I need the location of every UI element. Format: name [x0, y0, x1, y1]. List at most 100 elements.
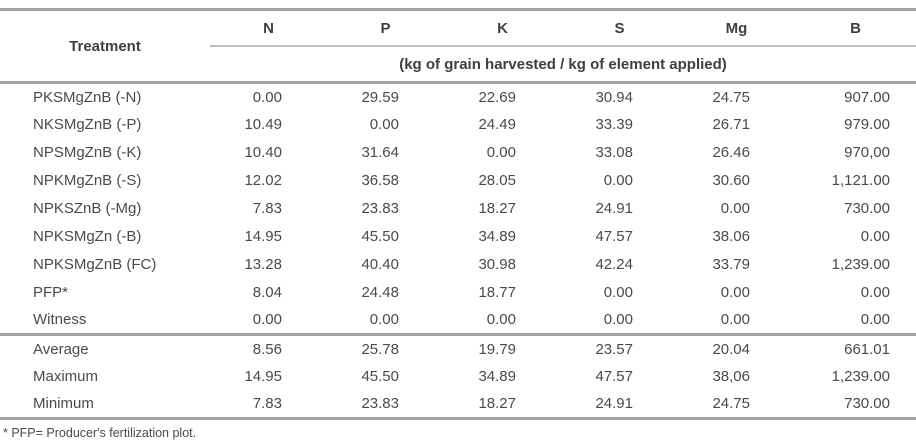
value-cell-n: 7.83: [252, 395, 282, 413]
value-cell-k: 30.98: [478, 256, 516, 273]
value-cell-s: 0.00: [603, 284, 633, 301]
value-cell-n: 8.04: [252, 284, 282, 301]
treatment-cell: NPSMgZnB (-K): [33, 144, 142, 161]
value-cell-s: 47.57: [595, 228, 633, 245]
value-cell-p: 24.48: [361, 284, 399, 301]
table-row: NPKMgZnB (-S) 12.02 36.58 28.05 0.00 30.…: [0, 167, 916, 195]
value-cell-mg: 33.79: [712, 256, 750, 273]
value-cell-p: 23.83: [361, 200, 399, 217]
value-cell-n: 10.40: [244, 144, 282, 161]
value-cell-n: 0.00: [252, 88, 282, 106]
table-row: NKSMgZnB (-P) 10.49 0.00 24.49 33.39 26.…: [0, 111, 916, 139]
table-row: NPKSMgZnB (FC) 13.28 40.40 30.98 42.24 3…: [0, 251, 916, 279]
value-cell-n: 7.83: [252, 200, 282, 217]
summary-row-maximum: Maximum 14.95 45.50 34.89 47.57 38,06 1,…: [0, 363, 916, 391]
value-cell-n: 8.56: [252, 340, 282, 358]
value-cell-s: 33.08: [595, 144, 633, 161]
summary-label: Maximum: [33, 368, 99, 385]
value-cell-n: 14.95: [244, 368, 282, 385]
summary-row-minimum: Minimum 7.83 23.83 18.27 24.91 24.75 730…: [0, 391, 916, 419]
summary-rows: Average 8.56 25.78 19.79 23.57 20.04 661…: [0, 334, 916, 419]
value-cell-b: 0.00: [860, 228, 890, 245]
value-cell-b: 0.00: [860, 284, 890, 301]
value-cell-p: 45.50: [361, 228, 399, 245]
table-header: Treatment N P K S Mg B (kg of grain harv…: [0, 9, 916, 84]
results-table: Treatment N P K S Mg B (kg of grain harv…: [0, 8, 916, 420]
value-cell-b: 1,239.00: [831, 256, 890, 273]
treatment-cell: NPKMgZnB (-S): [33, 172, 142, 189]
value-cell-p: 31.64: [361, 144, 399, 161]
treatment-cell: NPKSMgZn (-B): [33, 228, 142, 245]
value-cell-k: 34.89: [478, 228, 516, 245]
unit-subheader-row: (kg of grain harvested / kg of element a…: [0, 46, 916, 84]
value-cell-s: 33.39: [595, 116, 633, 133]
value-cell-p: 0.00: [369, 116, 399, 133]
summary-row-average: Average 8.56 25.78 19.79 23.57 20.04 661…: [0, 335, 916, 363]
treatment-cell: NPKSZnB (-Mg): [33, 200, 142, 217]
value-cell-s: 23.57: [595, 340, 633, 358]
value-cell-k: 24.49: [478, 116, 516, 133]
data-rows: PKSMgZnB (-N) 0.00 29.59 22.69 30.94 24.…: [0, 83, 916, 335]
value-cell-n: 12.02: [244, 172, 282, 189]
table-row: NPSMgZnB (-K) 10.40 31.64 0.00 33.08 26.…: [0, 139, 916, 167]
value-cell-n: 0.00: [252, 311, 282, 329]
summary-label: Minimum: [33, 395, 94, 413]
value-cell-k: 34.89: [478, 368, 516, 385]
treatment-cell: NPKSMgZnB (FC): [33, 256, 157, 273]
value-cell-b: 1,121.00: [831, 172, 890, 189]
value-cell-s: 30.94: [595, 88, 633, 106]
value-cell-mg: 30.60: [712, 172, 750, 189]
value-cell-k: 18.77: [478, 284, 516, 301]
value-cell-p: 36.58: [361, 172, 399, 189]
table-row: PKSMgZnB (-N) 0.00 29.59 22.69 30.94 24.…: [0, 83, 916, 111]
value-cell-b: 730.00: [844, 395, 890, 413]
table-row: NPKSMgZn (-B) 14.95 45.50 34.89 47.57 38…: [0, 223, 916, 251]
value-cell-b: 970,00: [844, 144, 890, 161]
value-cell-s: 0.00: [603, 172, 633, 189]
value-cell-b: 661.01: [844, 340, 890, 358]
value-cell-mg: 20.04: [712, 340, 750, 358]
table-row: NPKSZnB (-Mg) 7.83 23.83 18.27 24.91 0.0…: [0, 195, 916, 223]
summary-label: Average: [33, 340, 89, 358]
treatment-cell: NKSMgZnB (-P): [33, 116, 142, 133]
value-cell-mg: 24.75: [712, 395, 750, 413]
value-cell-b: 907.00: [844, 88, 890, 106]
treatment-cell: PKSMgZnB (-N): [33, 88, 142, 106]
value-cell-p: 29.59: [361, 88, 399, 106]
value-cell-n: 13.28: [244, 256, 282, 273]
value-cell-b: 1,239.00: [831, 368, 890, 385]
value-cell-s: 47.57: [595, 368, 633, 385]
value-cell-p: 25.78: [361, 340, 399, 358]
value-cell-p: 40.40: [361, 256, 399, 273]
column-header-k: K: [444, 9, 561, 47]
footnote: * PFP= Producer's fertilization plot.: [3, 426, 197, 440]
value-cell-k: 18.27: [478, 200, 516, 217]
table-row: PFP* 8.04 24.48 18.77 0.00 0.00 0.00: [0, 279, 916, 307]
unit-subheader: (kg of grain harvested / kg of element a…: [210, 46, 916, 84]
column-header-p: P: [327, 9, 444, 47]
column-header-n: N: [210, 9, 327, 47]
value-cell-k: 19.79: [478, 340, 516, 358]
value-cell-s: 0.00: [603, 311, 633, 329]
value-cell-p: 0.00: [369, 311, 399, 329]
value-cell-b: 979.00: [844, 116, 890, 133]
table-row: Witness 0.00 0.00 0.00 0.00 0.00 0.00: [0, 307, 916, 335]
value-cell-mg: 38,06: [712, 368, 750, 385]
column-header-s: S: [561, 9, 678, 47]
value-cell-b: 730.00: [844, 200, 890, 217]
value-cell-b: 0.00: [860, 311, 890, 329]
value-cell-p: 23.83: [361, 395, 399, 413]
value-cell-k: 18.27: [478, 395, 516, 413]
value-cell-k: 28.05: [478, 172, 516, 189]
treatment-cell: Witness: [33, 311, 87, 329]
column-header-b: B: [795, 9, 916, 47]
column-header-treatment: Treatment: [0, 9, 210, 84]
value-cell-mg: 0.00: [720, 311, 750, 329]
value-cell-mg: 24.75: [712, 88, 750, 106]
value-cell-k: 0.00: [486, 311, 516, 329]
value-cell-k: 22.69: [478, 88, 516, 106]
value-cell-mg: 26.71: [712, 116, 750, 133]
value-cell-k: 0.00: [486, 144, 516, 161]
treatment-cell: PFP*: [33, 284, 69, 301]
column-header-mg: Mg: [678, 9, 795, 47]
